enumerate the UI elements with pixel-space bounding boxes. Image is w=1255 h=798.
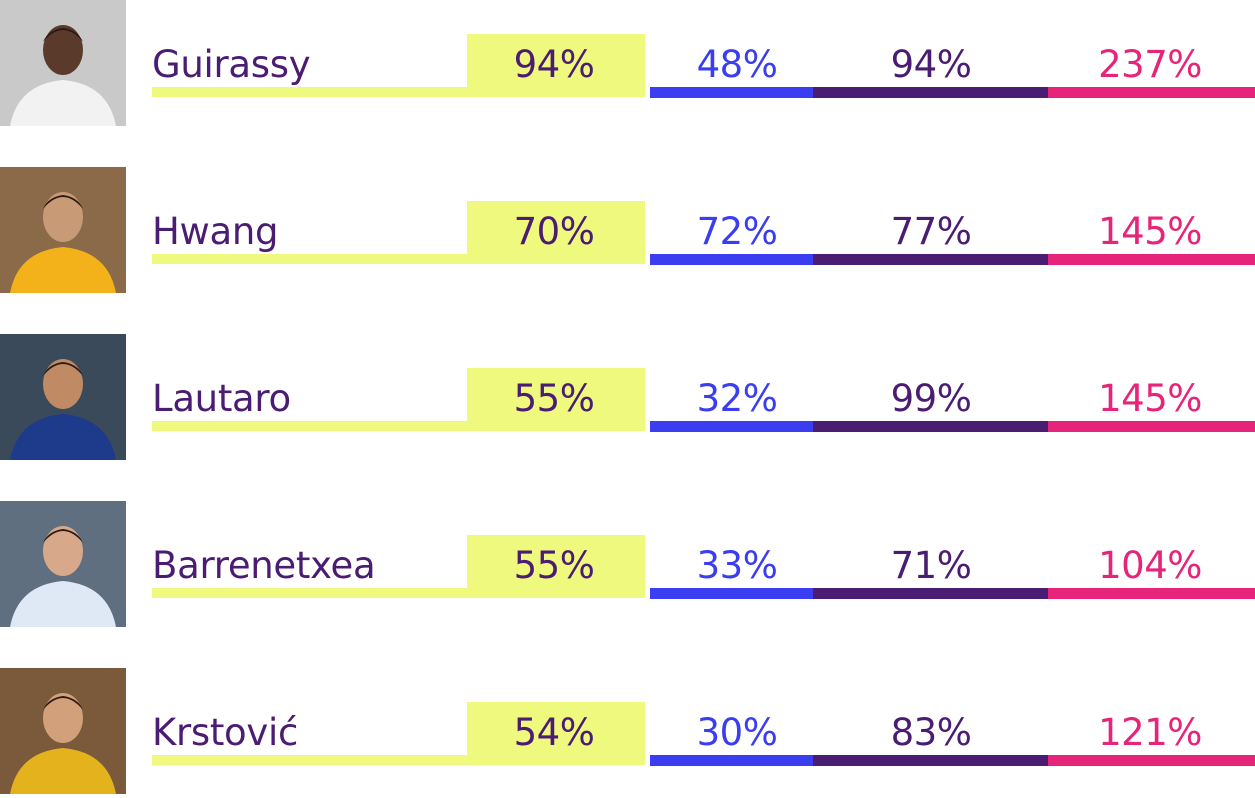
stat-value-4: 121% xyxy=(1098,711,1202,754)
stat-bar-4 xyxy=(1048,755,1255,766)
highlight-box xyxy=(467,535,645,598)
stat-value-1: 55% xyxy=(513,544,595,587)
name-underline-bar xyxy=(152,87,468,97)
stat-bar-3 xyxy=(813,588,1048,599)
player-photo xyxy=(0,167,126,293)
player-row: Hwang 70% 72% 77% 145% xyxy=(0,167,1255,297)
player-photo xyxy=(0,0,126,126)
player-row: Barrenetxea 55% 33% 71% 104% xyxy=(0,501,1255,631)
name-underline-bar xyxy=(152,421,468,431)
stat-bar-3 xyxy=(813,421,1048,432)
stat-value-4: 237% xyxy=(1098,43,1202,86)
stat-bar-4 xyxy=(1048,254,1255,265)
player-name: Barrenetxea xyxy=(152,544,376,587)
stat-value-4: 145% xyxy=(1098,377,1202,420)
name-underline-bar xyxy=(152,254,468,264)
player-name: Krstović xyxy=(152,711,299,754)
stat-value-2: 48% xyxy=(696,43,778,86)
player-name: Hwang xyxy=(152,210,279,253)
player-photo xyxy=(0,668,126,794)
player-name: Guirassy xyxy=(152,43,311,86)
highlight-box xyxy=(467,201,645,264)
stat-bar-3 xyxy=(813,254,1048,265)
name-underline-bar xyxy=(152,588,468,598)
stat-value-3: 99% xyxy=(890,377,972,420)
stat-bar-3 xyxy=(813,87,1048,98)
stat-value-1: 70% xyxy=(513,210,595,253)
stat-bar-2 xyxy=(650,755,813,766)
stat-value-2: 30% xyxy=(696,711,778,754)
player-photo xyxy=(0,334,126,460)
player-row: Krstović 54% 30% 83% 121% xyxy=(0,668,1255,798)
stat-bar-4 xyxy=(1048,588,1255,599)
stat-value-3: 83% xyxy=(890,711,972,754)
stat-bar-4 xyxy=(1048,87,1255,98)
player-row: Guirassy 94% 48% 94% 237% xyxy=(0,0,1255,130)
player-name: Lautaro xyxy=(152,377,291,420)
stat-bar-2 xyxy=(650,87,813,98)
name-underline-bar xyxy=(152,755,468,765)
highlight-box xyxy=(467,702,645,765)
stat-value-1: 55% xyxy=(513,377,595,420)
stat-value-1: 54% xyxy=(513,711,595,754)
stat-value-4: 145% xyxy=(1098,210,1202,253)
stat-bar-2 xyxy=(650,588,813,599)
stat-value-3: 77% xyxy=(890,210,972,253)
stat-bar-2 xyxy=(650,254,813,265)
stat-value-2: 72% xyxy=(696,210,778,253)
player-photo xyxy=(0,501,126,627)
stat-bar-2 xyxy=(650,421,813,432)
stat-bar-3 xyxy=(813,755,1048,766)
stat-value-2: 33% xyxy=(696,544,778,587)
stat-value-3: 94% xyxy=(890,43,972,86)
highlight-box xyxy=(467,34,645,97)
stat-value-3: 71% xyxy=(890,544,972,587)
stat-value-4: 104% xyxy=(1098,544,1202,587)
highlight-box xyxy=(467,368,645,431)
stat-value-2: 32% xyxy=(696,377,778,420)
stat-bar-4 xyxy=(1048,421,1255,432)
player-row: Lautaro 55% 32% 99% 145% xyxy=(0,334,1255,464)
stat-value-1: 94% xyxy=(513,43,595,86)
